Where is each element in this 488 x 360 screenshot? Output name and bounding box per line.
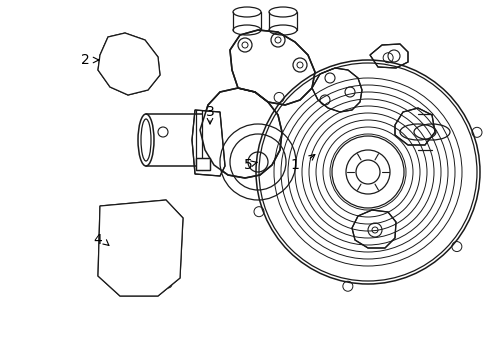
Polygon shape bbox=[394, 108, 434, 145]
Text: 3: 3 bbox=[205, 105, 214, 119]
Polygon shape bbox=[369, 44, 407, 68]
Polygon shape bbox=[351, 210, 395, 248]
Polygon shape bbox=[196, 158, 209, 170]
Polygon shape bbox=[192, 110, 224, 176]
Text: 4: 4 bbox=[93, 233, 102, 247]
Text: 5: 5 bbox=[243, 158, 252, 172]
Polygon shape bbox=[311, 68, 361, 112]
Polygon shape bbox=[98, 33, 160, 95]
Polygon shape bbox=[229, 30, 314, 105]
Text: 2: 2 bbox=[81, 53, 89, 67]
Polygon shape bbox=[98, 200, 183, 296]
Polygon shape bbox=[200, 88, 282, 178]
Text: 1: 1 bbox=[290, 158, 299, 172]
